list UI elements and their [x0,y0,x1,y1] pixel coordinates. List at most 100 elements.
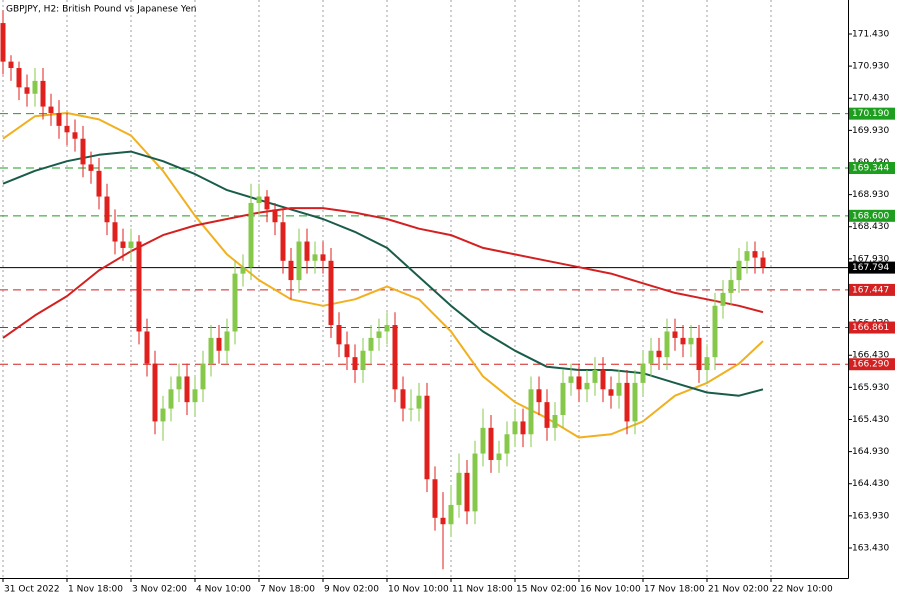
candle-body [608,389,614,396]
y-tick-label: 168.430 [852,222,889,232]
x-tick-label: 16 Nov 10:00 [580,585,641,595]
y-tick-label: 163.930 [852,511,889,521]
candle-body [0,23,6,62]
candle-body [416,395,422,409]
candle-body [464,472,470,512]
y-tick-label: 171.430 [852,29,889,39]
price-level-tag [849,162,895,175]
x-tick-label: 9 Nov 02:00 [324,585,379,595]
x-tick-label: 11 Nov 18:00 [452,585,513,595]
candle-body [184,376,190,403]
price-level-label: 170.190 [852,109,889,119]
candle-body [224,331,230,351]
candles [0,10,766,570]
candle-body [40,80,46,107]
x-tick-label: 4 Nov 10:00 [196,585,251,595]
candle-body [640,363,646,383]
x-tick-label: 17 Nov 18:00 [644,585,705,595]
candle-body [88,164,94,171]
x-tick-label: 22 Nov 10:00 [772,585,833,595]
chart-title: GBPJPY, H2: British Pound vs Japanese Ye… [6,5,196,15]
candle-body [680,337,686,345]
price-level-tag [849,107,895,120]
candle-body [264,196,270,210]
price-level-tag [849,261,895,274]
labels: 171.430170.930170.430169.930169.430168.9… [4,29,895,595]
grid [2,0,772,578]
y-tick-label: 165.430 [852,415,889,425]
candle-body [600,370,606,390]
candle-body [504,434,510,454]
candle-body [496,453,502,460]
candle-body [112,222,118,242]
y-tick-label: 165.930 [852,383,889,393]
candle-body [24,87,30,94]
candle-body [64,125,70,133]
x-tick-label: 21 Nov 02:00 [708,585,769,595]
candle-body [160,408,166,422]
candle-body [152,363,158,422]
candle-body [200,363,206,390]
candle-body [560,382,566,415]
candle-body [192,389,198,403]
x-tick-label: 1 Nov 18:00 [68,585,123,595]
candle-body [328,260,334,326]
candle-body [272,209,278,223]
price-level-label: 166.290 [852,360,889,370]
candle-body [576,376,582,390]
axes [0,0,852,582]
candle-body [96,170,102,197]
candle-body [144,331,150,364]
price-level-label: 169.344 [852,164,889,174]
y-tick-label: 170.930 [852,62,889,72]
candle-body [648,350,654,364]
candle-body [656,350,662,358]
candle-body [336,325,342,345]
price-level-tag [849,358,895,371]
candle-body [136,241,142,332]
candle-body [448,504,454,525]
candle-body [248,202,254,268]
candle-body [376,331,382,338]
candle-body [384,325,390,332]
candle-body [440,517,446,525]
candle-body [664,331,670,358]
price-level-label: 167.447 [852,285,889,295]
candle-body [592,370,598,383]
candle-body [456,472,462,505]
candle-body [16,68,22,88]
y-tick-label: 170.430 [852,94,889,104]
candle-body [32,80,38,94]
candle-body [672,331,678,338]
candle-body [48,106,54,114]
candle-body [288,260,294,281]
candle-body [80,138,86,165]
candle-body [736,260,742,281]
candle-body [168,389,174,409]
candle-body [752,251,758,258]
x-tick-label: 10 Nov 10:00 [388,585,449,595]
x-tick-label: 31 Oct 2022 [4,585,60,595]
price-level-label: 167.794 [852,263,889,273]
x-tick-label: 3 Nov 02:00 [132,585,187,595]
candle-body [392,325,398,390]
candle-body [240,267,246,274]
candle-body [280,222,286,261]
candle-body [408,408,414,410]
candle-body [120,241,126,248]
candle-body [208,337,214,364]
candle-body [216,337,222,351]
candle-body [632,382,638,422]
candle-body [104,196,110,223]
candle-body [728,280,734,293]
candle-body [696,337,702,371]
y-tick-label: 164.430 [852,479,889,489]
candle-body [512,421,518,435]
candle-body [432,479,438,518]
price-level-label: 166.861 [852,323,889,333]
y-tick-label: 167.930 [852,254,889,264]
y-tick-label: 163.430 [852,543,889,553]
candle-body [688,337,694,345]
candle-body [304,241,310,261]
candle-body [760,257,766,268]
